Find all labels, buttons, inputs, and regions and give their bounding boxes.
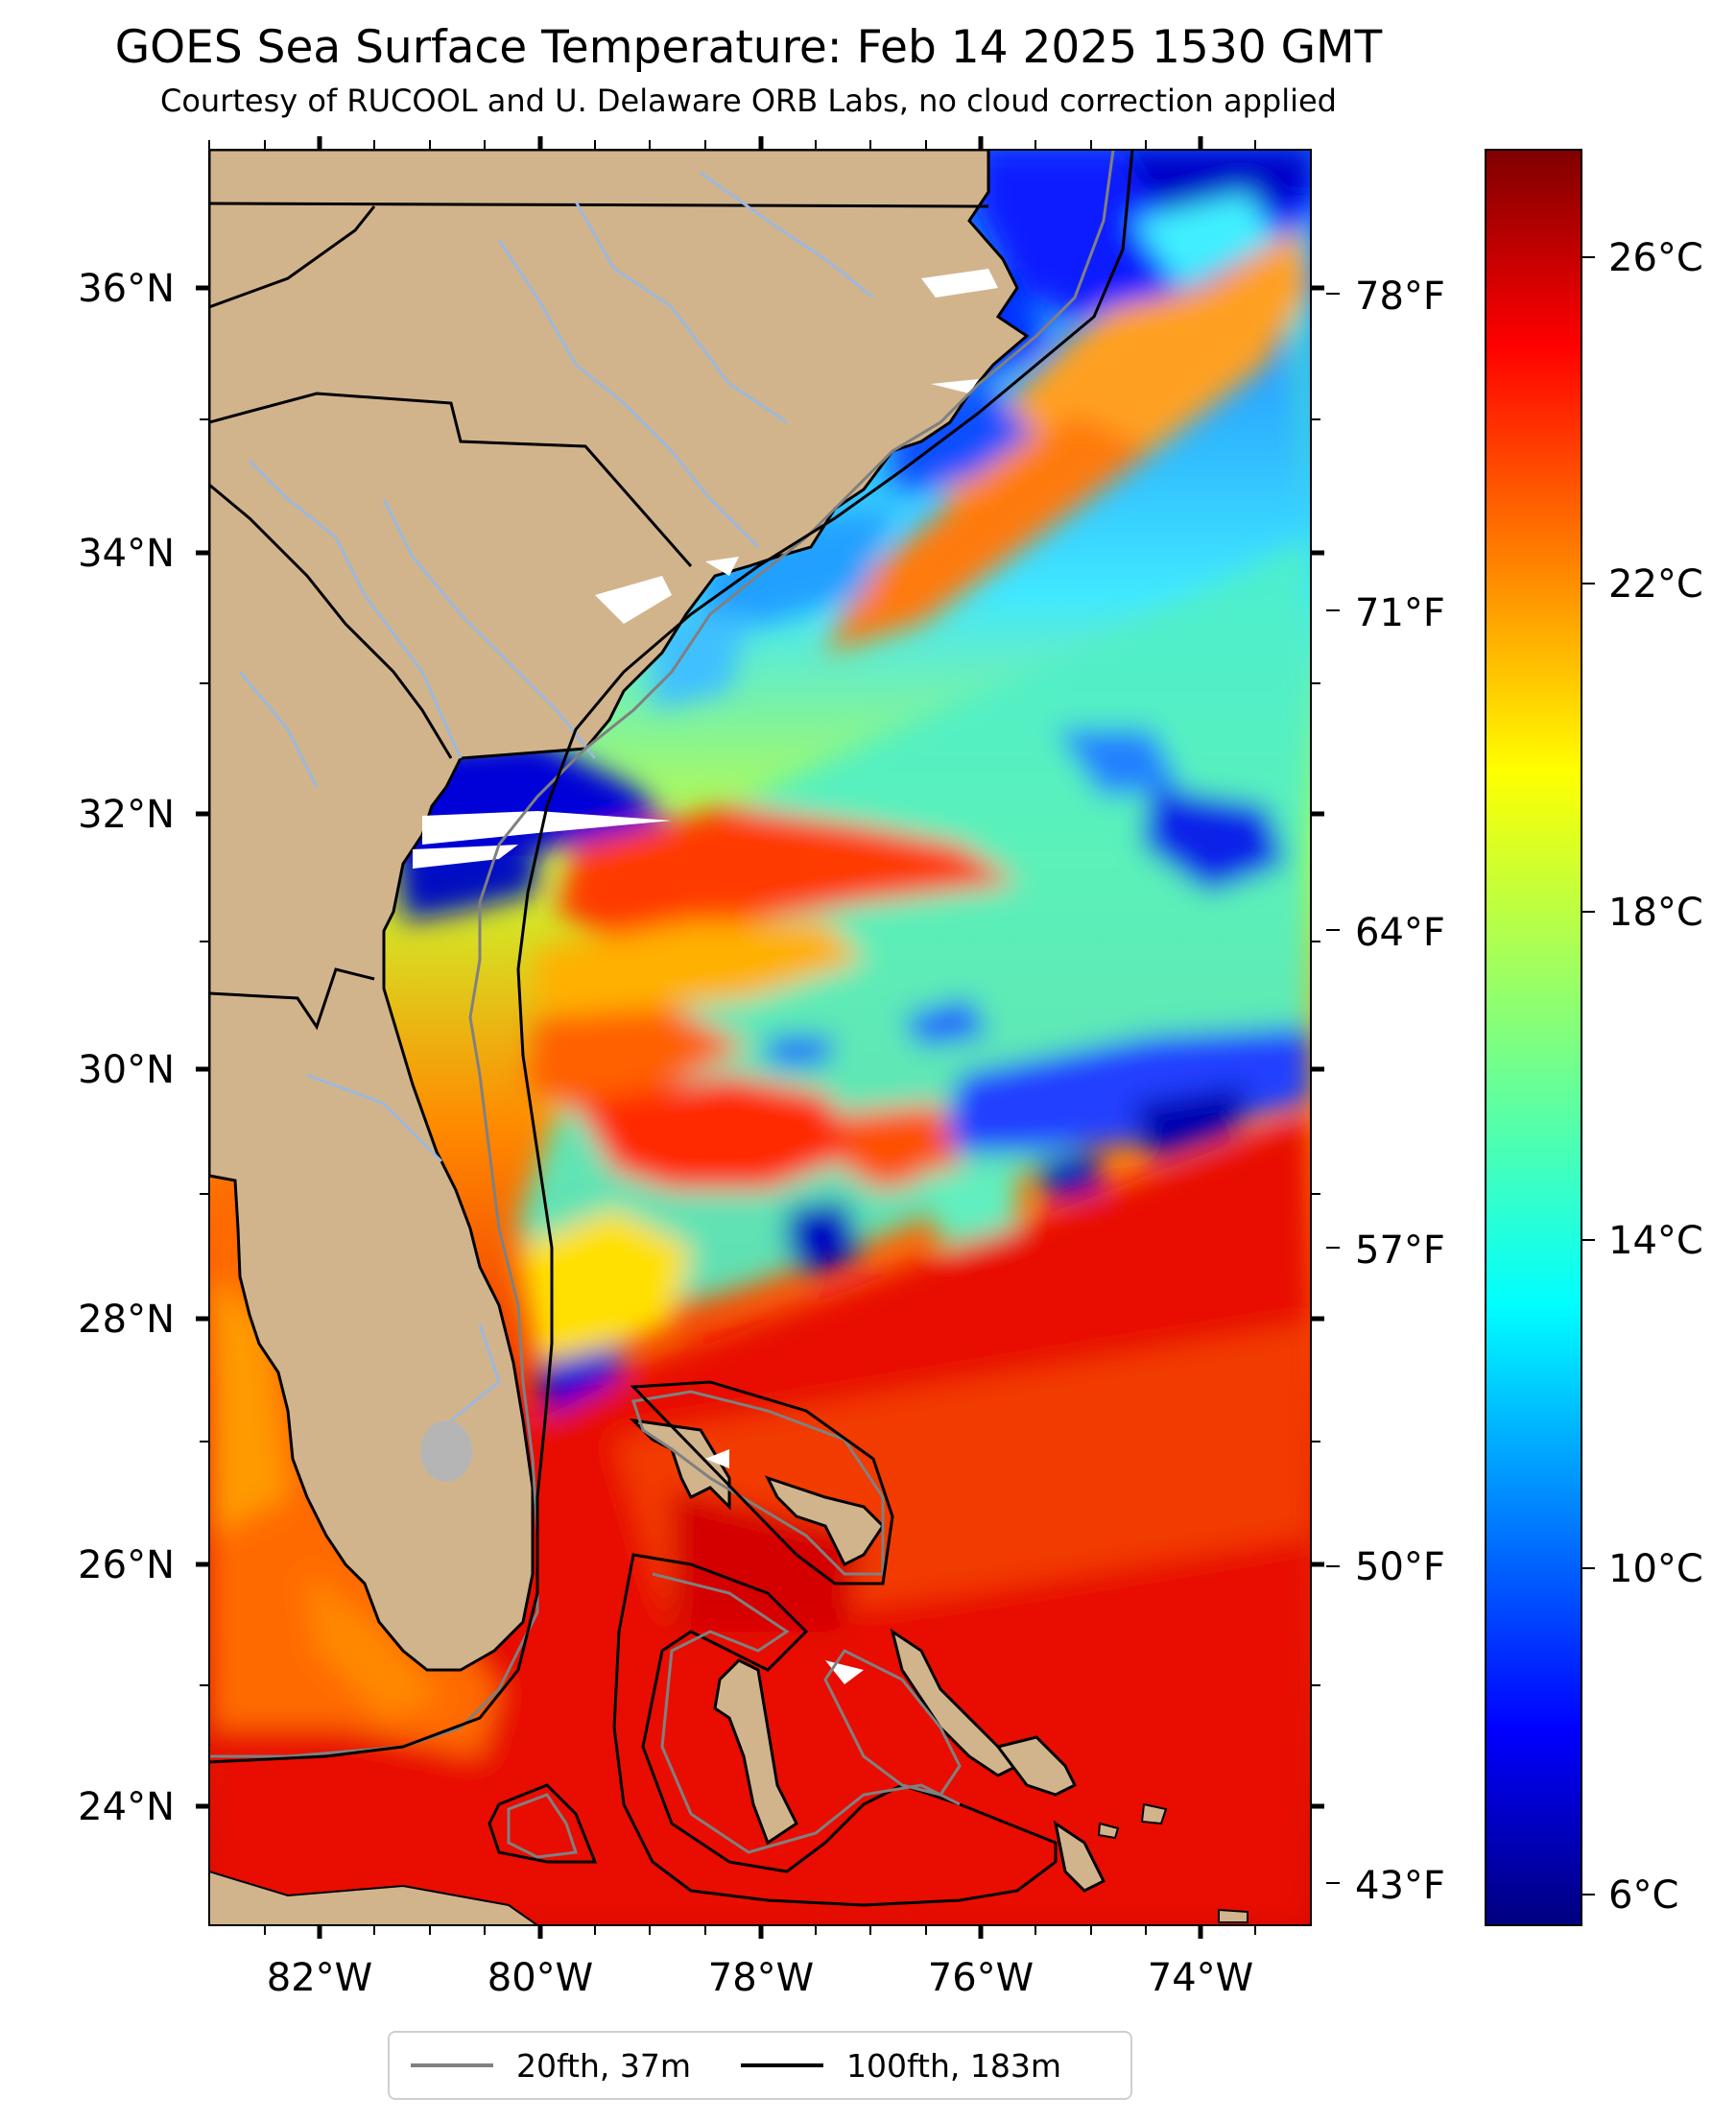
colorbar-label: 10°C bbox=[1608, 1547, 1703, 1591]
lon-label: 74°W bbox=[1148, 1956, 1253, 2000]
lon-label: 76°W bbox=[928, 1956, 1034, 2000]
fahrenheit-ticks bbox=[1326, 293, 1340, 1884]
lat-ticks bbox=[196, 285, 1324, 1809]
lon-ticks bbox=[317, 136, 1203, 1939]
legend-item-20fth: 20fth, 37m bbox=[411, 2047, 691, 2085]
lat-label: 36°N bbox=[78, 267, 175, 311]
lat-label: 24°N bbox=[78, 1785, 175, 1829]
lon-label: 82°W bbox=[267, 1956, 372, 2000]
legend-line-gray bbox=[411, 2063, 493, 2067]
lat-labels: 36°N 34°N 32°N 30°N 28°N 26°N 24°N bbox=[78, 267, 175, 1829]
fahrenheit-label: 50°F bbox=[1355, 1545, 1445, 1589]
lon-labels: 82°W 80°W 78°W 76°W 74°W bbox=[267, 1956, 1253, 2000]
lat-label: 32°N bbox=[78, 793, 175, 837]
sst-field bbox=[209, 150, 1311, 1925]
legend-label: 100fth, 183m bbox=[846, 2046, 1061, 2085]
colorbar-label: 22°C bbox=[1608, 562, 1703, 607]
rivers bbox=[238, 171, 874, 1422]
colorbar bbox=[1485, 149, 1582, 1926]
lon-label: 80°W bbox=[488, 1956, 593, 2000]
fahrenheit-label: 43°F bbox=[1355, 1864, 1445, 1908]
legend-label: 20fth, 37m bbox=[516, 2046, 691, 2085]
map-title: GOES Sea Surface Temperature: Feb 14 202… bbox=[114, 21, 1383, 74]
fahrenheit-label: 64°F bbox=[1355, 911, 1445, 955]
legend-item-100fth: 100fth, 183m bbox=[741, 2047, 1061, 2085]
no-data-areas bbox=[413, 269, 998, 1684]
legend-line-black bbox=[741, 2063, 823, 2067]
bathymetry-contours bbox=[209, 150, 1134, 1907]
colorbar-labels: 26°C 22°C 18°C 14°C 10°C 6°C bbox=[1608, 236, 1703, 1918]
map-panel bbox=[209, 150, 1311, 1925]
fahrenheit-label: 71°F bbox=[1355, 591, 1445, 635]
lat-label: 30°N bbox=[78, 1048, 175, 1092]
minor-ticks bbox=[200, 140, 1320, 1935]
state-borders bbox=[209, 202, 989, 1031]
fahrenheit-label: 57°F bbox=[1355, 1228, 1445, 1273]
colorbar-label: 18°C bbox=[1608, 891, 1703, 935]
lat-label: 26°N bbox=[78, 1543, 175, 1587]
colorbar-label: 6°C bbox=[1608, 1873, 1678, 1918]
map-subtitle: Courtesy of RUCOOL and U. Delaware ORB L… bbox=[160, 83, 1337, 119]
lat-label: 34°N bbox=[78, 532, 175, 576]
fahrenheit-label: 78°F bbox=[1355, 274, 1445, 319]
colorbar-ticks bbox=[1581, 256, 1595, 1895]
legend: 20fth, 37m 100fth, 183m bbox=[388, 2031, 1132, 2100]
lon-label: 78°W bbox=[708, 1956, 814, 2000]
colorbar-label: 26°C bbox=[1608, 236, 1703, 280]
land bbox=[209, 150, 1248, 1925]
fahrenheit-labels: 78°F 71°F 64°F 57°F 50°F 43°F bbox=[1355, 274, 1445, 1908]
lat-label: 28°N bbox=[78, 1298, 175, 1342]
colorbar-label: 14°C bbox=[1608, 1219, 1703, 1263]
